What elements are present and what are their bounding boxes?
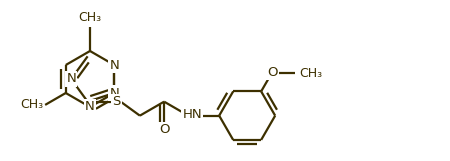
Text: N: N: [109, 58, 119, 71]
Text: O: O: [159, 123, 169, 136]
Text: CH₃: CH₃: [78, 11, 102, 24]
Text: N: N: [66, 72, 76, 85]
Text: HN: HN: [183, 108, 202, 121]
Text: N: N: [109, 86, 119, 99]
Text: S: S: [112, 95, 121, 108]
Text: O: O: [267, 66, 278, 79]
Text: N: N: [85, 100, 95, 114]
Text: CH₃: CH₃: [20, 98, 43, 111]
Text: CH₃: CH₃: [299, 67, 323, 80]
